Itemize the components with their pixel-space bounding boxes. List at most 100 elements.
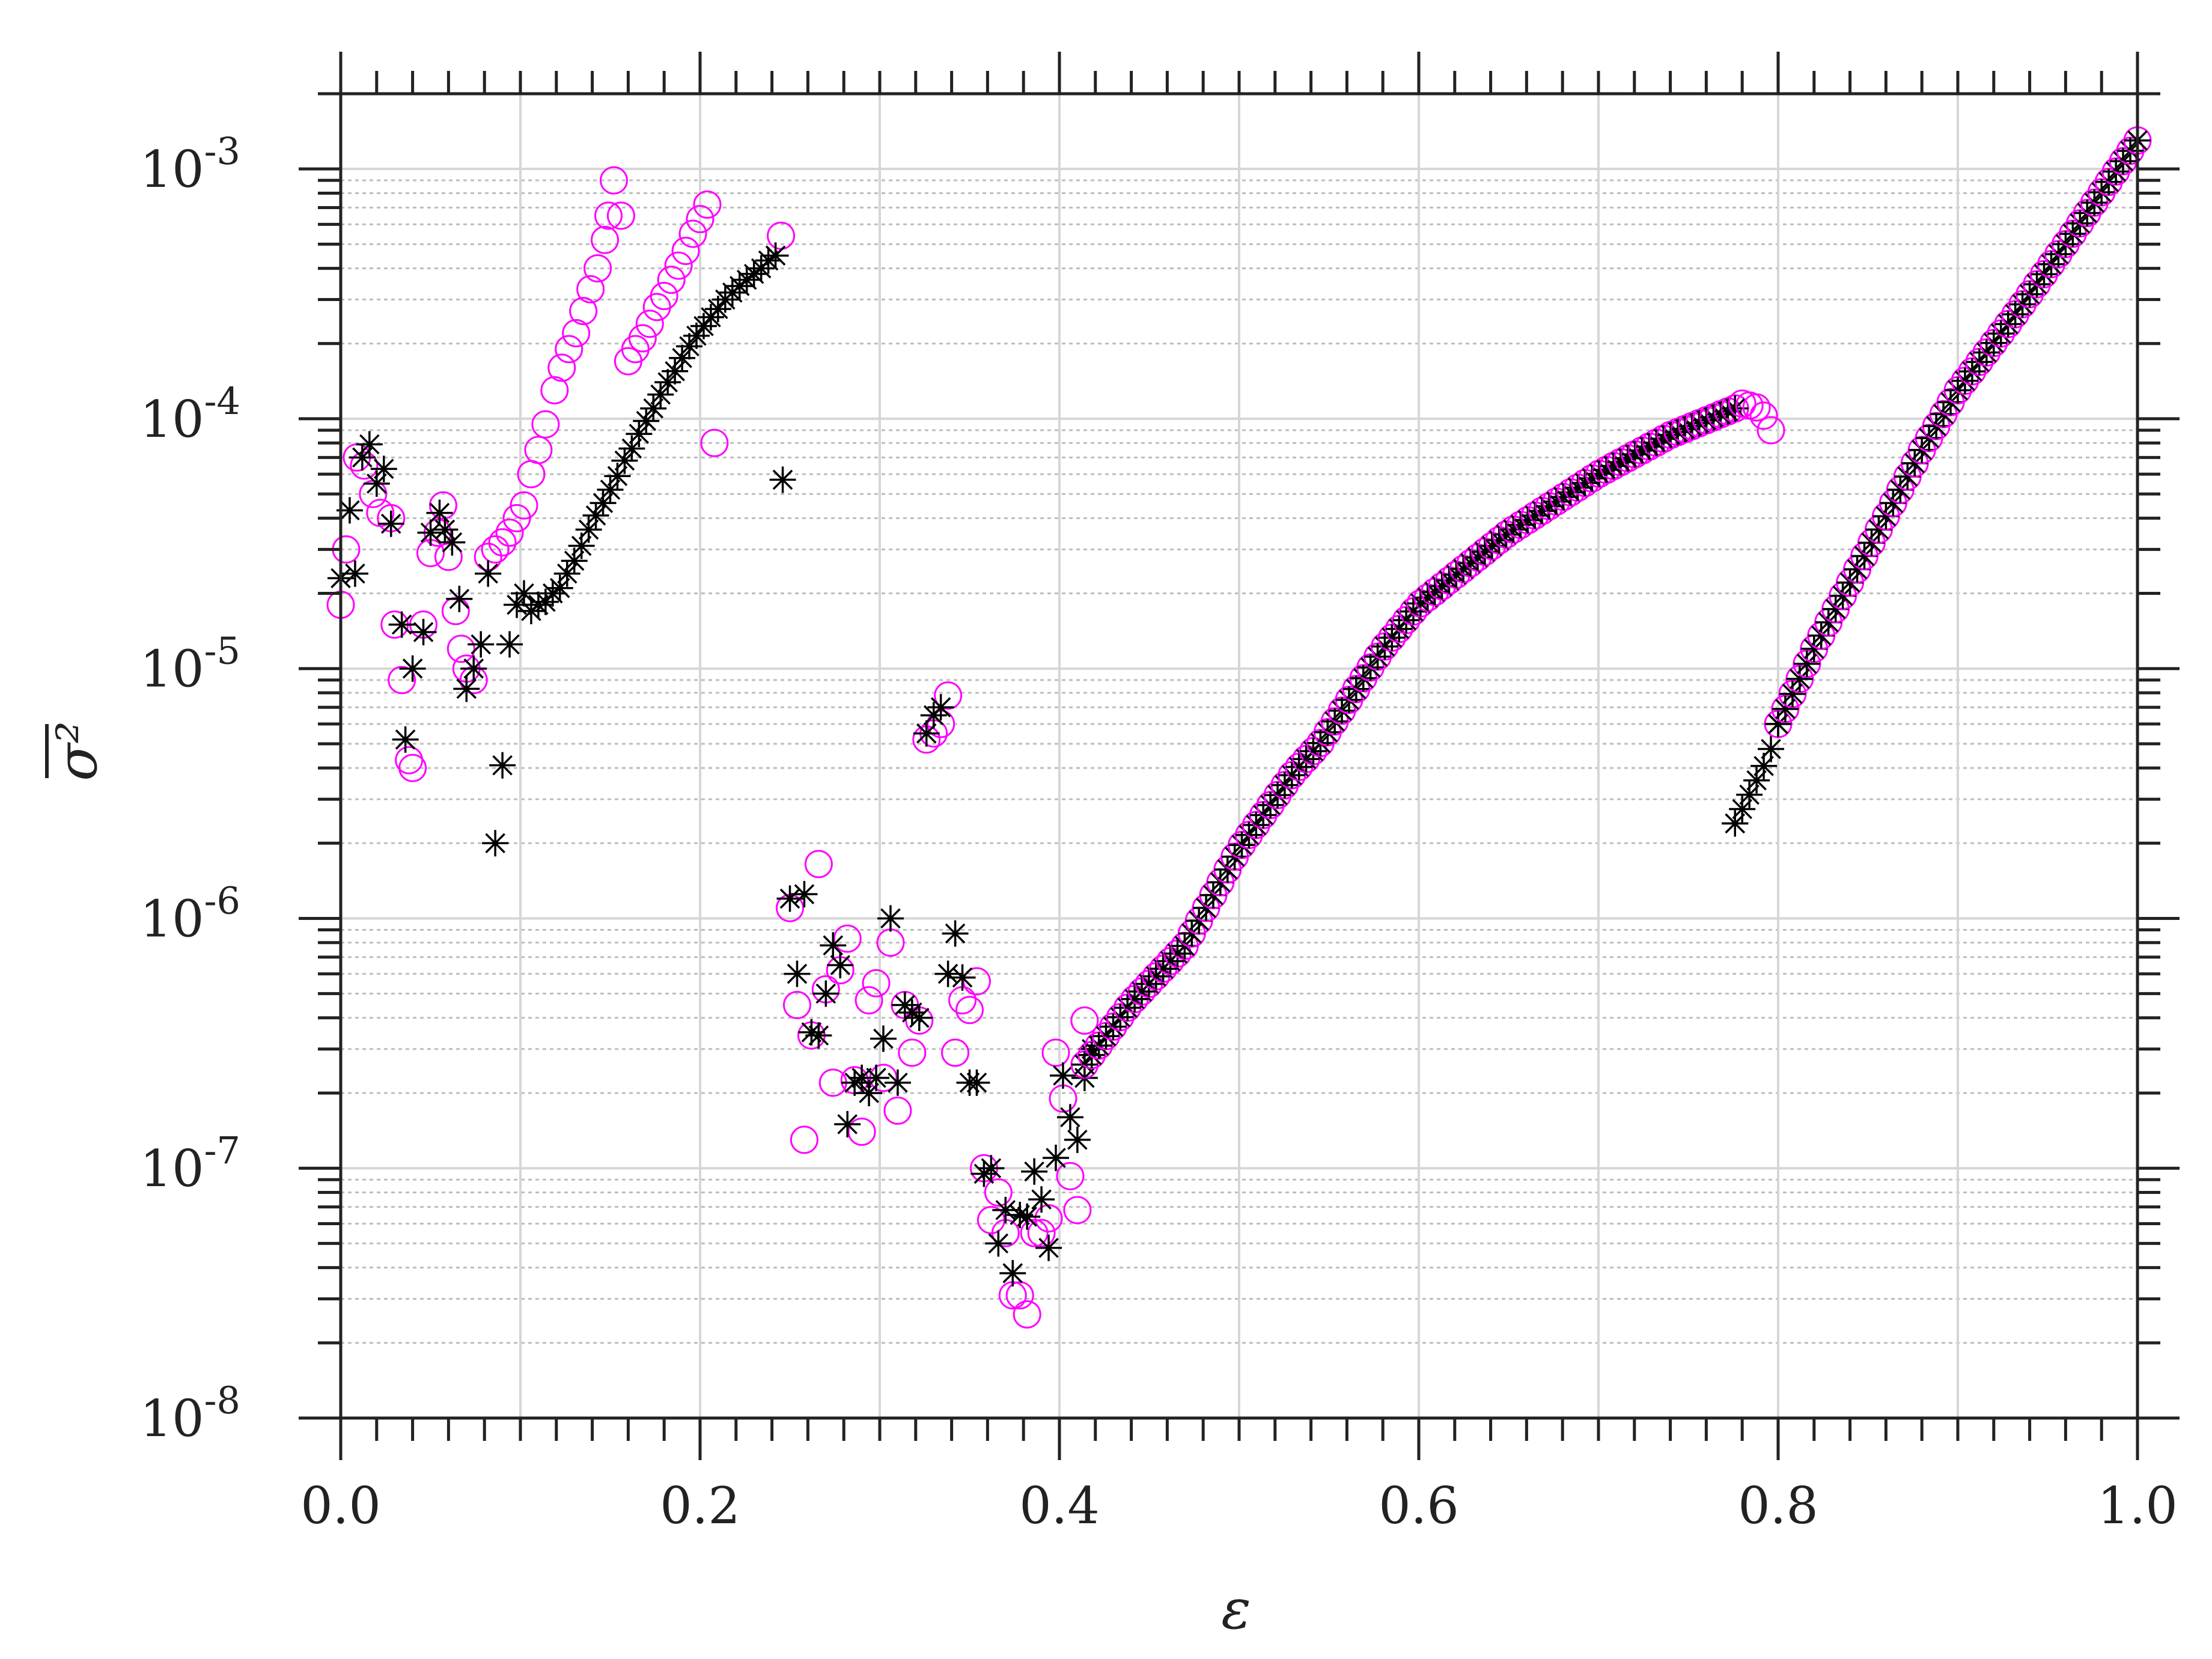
asterisk-marker <box>640 395 667 422</box>
asterisk-marker <box>1014 1203 1041 1230</box>
circle-marker <box>398 753 427 782</box>
circle-marker <box>934 681 963 710</box>
asterisk-marker <box>399 655 426 682</box>
circle-marker <box>446 635 475 663</box>
circle-marker <box>664 251 693 280</box>
circle-marker <box>576 275 605 303</box>
asterisk-marker <box>575 516 602 543</box>
asterisk-marker <box>906 1004 933 1031</box>
circle-marker <box>555 335 583 364</box>
circle-marker <box>524 436 553 464</box>
circle-marker <box>583 254 612 283</box>
asterisk-marker <box>1021 1158 1048 1185</box>
asterisk-marker <box>539 580 566 607</box>
circle-marker <box>1749 401 1778 430</box>
asterisk-marker <box>934 960 961 987</box>
y-tick-label: 10-7 <box>140 1128 240 1198</box>
circle-marker <box>606 201 635 230</box>
y-tick-label-base: 10 <box>140 140 204 199</box>
circle-marker <box>700 428 729 457</box>
asterisk-marker <box>349 444 376 471</box>
asterisk-marker <box>978 1155 1005 1182</box>
asterisk-marker <box>370 455 397 482</box>
circle-marker <box>941 1038 970 1067</box>
circle-marker <box>862 969 891 997</box>
asterisk-marker <box>769 466 796 493</box>
circle-marker <box>855 986 883 1015</box>
circle-marker <box>955 996 984 1024</box>
asterisk-marker <box>884 1069 911 1096</box>
asterisk-marker <box>453 675 480 702</box>
asterisk-marker <box>654 369 681 396</box>
asterisk-marker <box>633 407 660 434</box>
asterisk-marker <box>590 490 617 517</box>
asterisk-marker <box>341 560 368 587</box>
asterisk-marker <box>1729 796 1756 823</box>
circle-marker <box>428 491 457 520</box>
asterisk-marker <box>805 1022 832 1049</box>
circle-marker <box>847 1117 876 1146</box>
asterisk-marker <box>913 720 940 747</box>
x-tick-label: 0.8 <box>1738 1476 1818 1535</box>
circle-marker <box>502 504 531 532</box>
asterisk-marker <box>426 499 453 526</box>
asterisk-marker <box>468 631 495 658</box>
y-tick-label-base: 10 <box>140 390 204 449</box>
y-tick-label: 10-4 <box>140 379 240 449</box>
asterisk-marker <box>388 611 415 638</box>
circle-marker <box>599 166 628 195</box>
asterisk-marker <box>1049 1062 1076 1089</box>
circle-marker <box>686 205 714 234</box>
circle-marker <box>898 1038 927 1067</box>
asterisk-marker <box>1035 1234 1062 1261</box>
asterisk-marker <box>618 435 645 462</box>
circle-marker <box>650 282 678 311</box>
y-tick-label: 10-3 <box>140 129 240 199</box>
circle-marker <box>1027 1219 1056 1247</box>
asterisk-marker <box>669 344 696 371</box>
asterisk-marker <box>820 932 847 959</box>
asterisk-marker <box>546 574 573 601</box>
circle-marker <box>1063 1196 1092 1225</box>
circle-marker <box>962 967 991 996</box>
asterisk-marker <box>812 980 839 1007</box>
asterisk-marker <box>970 1160 998 1187</box>
asterisk-marker <box>1743 767 1770 794</box>
y-tick-label: 10-8 <box>140 1378 240 1448</box>
asterisk-marker <box>963 1069 990 1096</box>
asterisk-marker <box>1736 781 1763 808</box>
circle-marker <box>488 528 517 557</box>
circle-marker <box>635 309 664 338</box>
circle-marker <box>1013 1300 1041 1329</box>
tick-marks <box>299 52 2180 1460</box>
asterisk-marker <box>1593 457 1620 484</box>
asterisk-marker <box>949 964 976 991</box>
asterisk-marker <box>755 247 782 274</box>
asterisk-marker <box>460 655 487 682</box>
asterisk-marker <box>676 333 703 360</box>
x-tick-label: 0.0 <box>300 1476 381 1535</box>
circle-marker <box>1056 1161 1085 1190</box>
circle-marker <box>833 924 862 953</box>
y-tick-label-base: 10 <box>140 889 204 948</box>
asterisk-marker <box>356 431 383 458</box>
y-axis-label: σ² <box>45 721 109 781</box>
y-tick-label-exponent: -3 <box>204 129 240 173</box>
circle-marker <box>495 518 524 547</box>
asterisk-marker <box>841 1069 868 1096</box>
asterisk-marker <box>489 752 516 779</box>
circle-marker <box>678 219 707 248</box>
circle-marker <box>388 666 416 695</box>
circle-marker <box>434 543 463 571</box>
circle-marker <box>441 597 470 626</box>
asterisk-marker <box>877 905 904 932</box>
circle-marker <box>657 266 686 294</box>
asterisk-marker <box>475 560 502 587</box>
circle-marker <box>481 535 510 564</box>
y-tick-label-base: 10 <box>140 640 204 699</box>
asterisk-marker <box>410 618 437 645</box>
circle-marker <box>1041 1038 1070 1067</box>
y-tick-label-exponent: -5 <box>204 629 240 673</box>
x-tick-label: 1.0 <box>2097 1476 2178 1535</box>
x-tick-label: 0.4 <box>1019 1476 1100 1535</box>
